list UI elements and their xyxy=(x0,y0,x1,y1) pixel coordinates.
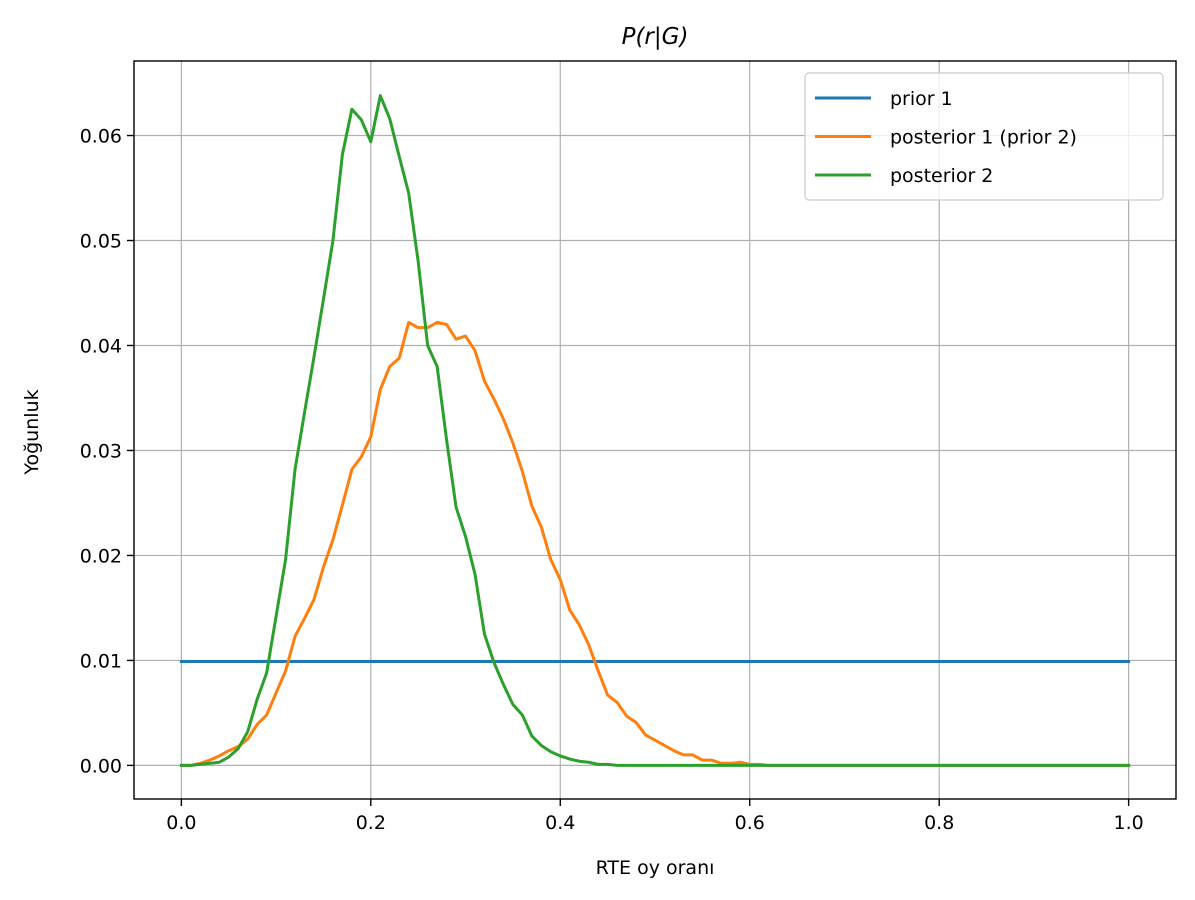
y-tick-label: 0.01 xyxy=(80,650,122,672)
x-tick-label: 0.6 xyxy=(735,812,765,834)
legend: prior 1 posterior 1 (prior 2) posterior 2 xyxy=(804,72,1164,201)
legend-label-2: posterior 1 (prior 2) xyxy=(890,127,1077,149)
x-tick-label: 0.0 xyxy=(166,812,196,834)
x-axis: 0.0 0.2 0.4 0.6 0.8 1.0 xyxy=(166,799,1144,834)
x-axis-label: RTE oy oranı xyxy=(596,857,715,879)
y-tick-label: 0.00 xyxy=(80,755,122,777)
legend-label-1: prior 1 xyxy=(890,88,953,110)
y-tick-label: 0.05 xyxy=(80,231,122,253)
legend-label-3: posterior 2 xyxy=(890,165,993,187)
legend-box xyxy=(804,72,1164,201)
x-tick-label: 0.2 xyxy=(356,812,386,834)
x-tick-label: 1.0 xyxy=(1114,812,1144,834)
y-axis: 0.00 0.01 0.02 0.03 0.04 0.05 0.06 xyxy=(80,126,134,777)
axes-frame xyxy=(133,60,1177,800)
x-tick-label: 0.4 xyxy=(545,812,575,834)
y-tick-label: 0.04 xyxy=(80,335,122,357)
plot-lines xyxy=(179,94,1131,767)
series-line-3 xyxy=(179,94,1131,767)
chart-title: P(r|G) xyxy=(622,24,689,50)
x-tick-label: 0.8 xyxy=(924,812,954,834)
y-tick-label: 0.06 xyxy=(80,126,122,148)
y-tick-label: 0.03 xyxy=(80,440,122,462)
y-tick-label: 0.02 xyxy=(80,545,122,567)
y-axis-label: Yoğunluk xyxy=(21,389,43,475)
